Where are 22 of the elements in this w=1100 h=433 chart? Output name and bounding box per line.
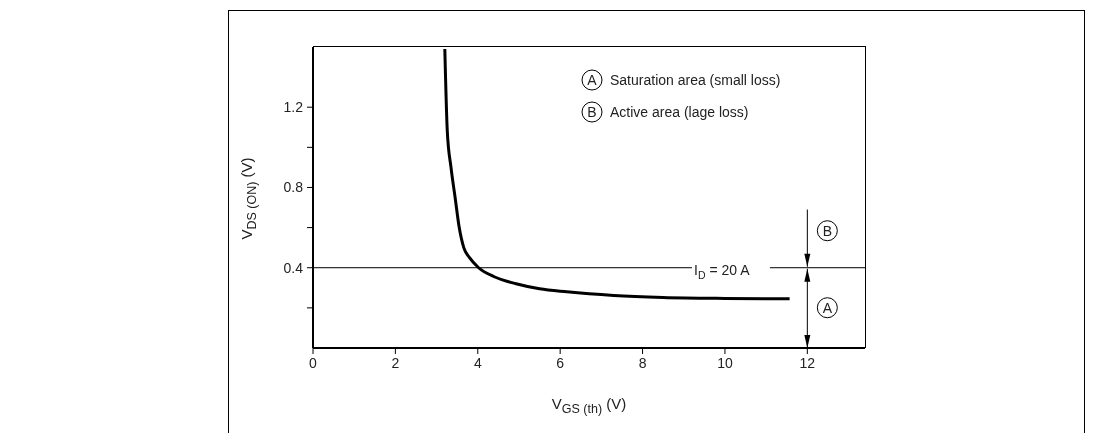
annotation: B [587,104,597,120]
x-tick-label: 12 [799,355,816,371]
circled-letter: A [581,69,603,91]
y-tick-label: 0.4 [283,259,304,276]
annotation: A [587,72,598,88]
x-tick-label: 4 [473,355,482,371]
circled-letter: B [581,101,603,123]
annotation: I$_{D}$ = 20 A [694,261,751,281]
x-tick-label: 10 [717,355,733,371]
x-tick-label: 2 [391,355,400,371]
x-tick-label: 8 [638,355,647,371]
y-tick-label: 1.2 [283,99,304,116]
annotation: Active area (lage loss) [610,104,749,120]
annotation: Saturation area (small loss) [610,72,781,88]
circled-letter: A [816,297,838,319]
x-axis-title: V$_{GS (th)}$ (V) [550,395,628,416]
x-tick-label: 0 [309,355,318,371]
circled-letter: B [816,220,838,242]
annotation: B [822,222,832,239]
y-tick-label: 0.8 [283,179,304,196]
annotation: A [822,299,833,316]
x-tick-label: 6 [556,355,565,371]
